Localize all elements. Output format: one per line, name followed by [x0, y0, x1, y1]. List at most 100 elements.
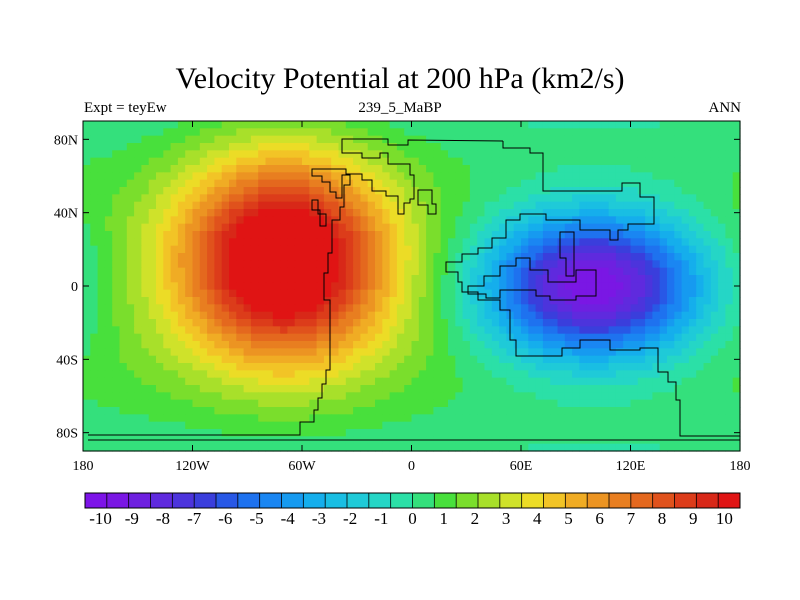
heatmap-cell — [506, 443, 515, 452]
heatmap-cell — [506, 172, 515, 181]
heatmap-cell — [353, 311, 361, 320]
heatmap-cell — [375, 399, 383, 408]
heatmap-cell — [601, 414, 610, 423]
heatmap-cell — [681, 216, 690, 225]
heatmap-cell — [302, 150, 310, 159]
heatmap-cell — [491, 179, 500, 188]
heatmap-cell — [608, 128, 617, 137]
heatmap-cell — [542, 304, 551, 313]
heatmap-cell — [696, 209, 705, 217]
heatmap-cell — [126, 333, 135, 342]
heatmap-cell — [367, 414, 376, 423]
heatmap-cell — [338, 377, 347, 386]
heatmap-cell — [557, 121, 566, 129]
heatmap-cell — [469, 319, 478, 327]
heatmap-cell — [455, 128, 464, 137]
heatmap-cell — [258, 201, 267, 210]
heatmap-cell — [141, 363, 150, 371]
heatmap-cell — [608, 341, 617, 349]
heatmap-cell — [535, 414, 544, 423]
heatmap-cell — [645, 150, 653, 159]
heatmap-cell — [360, 143, 369, 151]
heatmap-cell — [579, 282, 588, 291]
colorbar-swatch — [128, 493, 151, 508]
heatmap-cell — [404, 429, 413, 437]
heatmap-cell — [521, 223, 529, 232]
heatmap-cell — [382, 385, 391, 393]
heatmap-cell — [535, 429, 544, 437]
heatmap-cell — [280, 223, 288, 232]
heatmap-cell — [156, 385, 164, 393]
heatmap-cell — [667, 267, 675, 276]
heatmap-cell — [499, 399, 507, 408]
heatmap-cell — [572, 282, 580, 291]
heatmap-cell — [557, 319, 566, 327]
heatmap-cell — [681, 194, 690, 203]
heatmap-cell — [572, 304, 580, 313]
heatmap-cell — [513, 194, 522, 203]
heatmap-cell — [309, 260, 318, 269]
heatmap-cell — [302, 355, 310, 364]
heatmap-cell — [214, 421, 223, 430]
heatmap-cell — [404, 443, 413, 452]
heatmap-cell — [674, 392, 683, 401]
heatmap-cell — [148, 407, 157, 415]
heatmap-cell — [499, 179, 507, 188]
heatmap-cell — [601, 399, 610, 408]
heatmap-cell — [608, 311, 617, 320]
heatmap-cell — [484, 282, 493, 291]
heatmap-cell — [615, 231, 624, 239]
heatmap-cell — [214, 275, 223, 283]
heatmap-cell — [681, 385, 690, 393]
heatmap-cell — [323, 135, 332, 144]
heatmap-cell — [550, 363, 559, 371]
heatmap-cell — [462, 172, 471, 181]
heatmap-cell — [396, 150, 405, 159]
heatmap-cell — [645, 231, 653, 239]
colorbar-swatch — [259, 493, 282, 508]
heatmap-cell — [506, 355, 515, 364]
heatmap-cell — [615, 304, 624, 313]
heatmap-cell — [491, 443, 500, 452]
heatmap-cell — [316, 341, 325, 349]
heatmap-cell — [579, 253, 588, 261]
heatmap-cell — [521, 311, 529, 320]
heatmap-cell — [170, 253, 179, 261]
heatmap-cell — [601, 421, 610, 430]
heatmap-cell — [499, 341, 507, 349]
heatmap-cell — [564, 282, 573, 291]
heatmap-cell — [243, 172, 252, 181]
heatmap-cell — [280, 348, 288, 357]
heatmap-cell — [199, 355, 208, 364]
heatmap-cell — [243, 311, 252, 320]
heatmap-cell — [608, 392, 617, 401]
heatmap-cell — [608, 348, 617, 357]
heatmap-cell — [331, 407, 340, 415]
coastline-greenland — [417, 189, 437, 215]
heatmap-cell — [199, 135, 208, 144]
heatmap-cell — [331, 150, 340, 159]
heatmap-cell — [411, 157, 420, 166]
heatmap-cell — [404, 370, 413, 379]
heatmap-cell — [192, 341, 201, 349]
heatmap-cell — [134, 377, 142, 386]
heatmap-cell — [411, 370, 420, 379]
heatmap-cell — [280, 377, 288, 386]
heatmap-cell — [163, 135, 172, 144]
heatmap-cell — [221, 355, 230, 364]
heatmap-cell — [710, 370, 719, 379]
heatmap-cell — [243, 187, 252, 195]
heatmap-cell — [718, 223, 726, 232]
heatmap-cell — [265, 135, 274, 144]
heatmap-cell — [469, 421, 478, 430]
heatmap-cell — [265, 282, 274, 291]
heatmap-cell — [265, 407, 274, 415]
heatmap-cell — [630, 385, 639, 393]
heatmap-cell — [491, 128, 500, 137]
colorbar-swatch — [325, 493, 348, 508]
heatmap-cell — [148, 209, 157, 217]
heatmap-cell — [477, 194, 486, 203]
heatmap-cell — [221, 245, 230, 254]
heatmap-cell — [192, 216, 201, 225]
heatmap-cell — [375, 143, 383, 151]
